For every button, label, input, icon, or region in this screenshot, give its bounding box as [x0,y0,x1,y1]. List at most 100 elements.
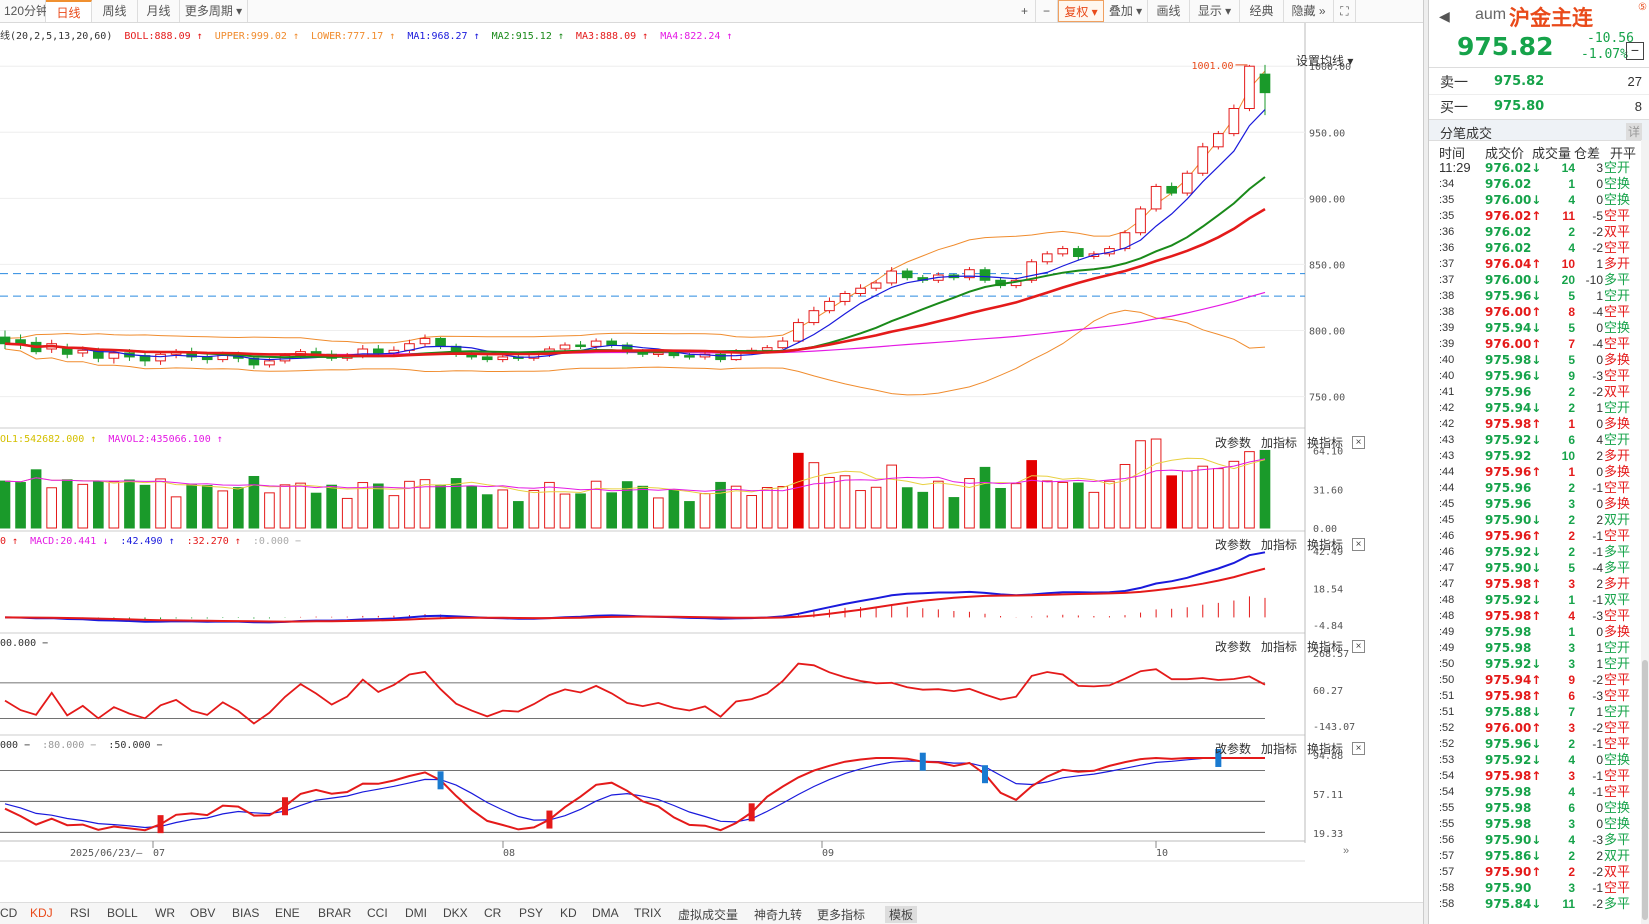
indicator-tab-5[interactable]: OBV [190,906,216,920]
volume-bar [761,487,773,529]
tick-price: 975.90↑ [1485,865,1542,879]
kline-chart[interactable]: 1000.00950.00900.00850.00800.00750.00100… [0,23,1423,903]
swap-indicator-button[interactable]: 换指标 [1306,538,1343,552]
tick-row: :52 975.96↓ 2 -1 空平 [1429,736,1649,752]
tick-volume: 2 [1568,545,1575,559]
zoom-out-button[interactable]: − [1036,0,1058,22]
tick-oi: 0 [1596,177,1603,191]
edit-params-button[interactable]: 改参数 [1214,640,1251,654]
edit-params-button[interactable]: 改参数 [1214,742,1251,756]
more-periods-dropdown[interactable]: 更多周期 ▾ [180,0,248,22]
collapse-icon[interactable]: − [1626,42,1644,60]
indicator-tab-19[interactable]: 更多指标 [817,908,866,922]
tick-time: :34 [1439,178,1455,190]
tick-price: 975.94↑ [1485,673,1542,687]
panel-splitter[interactable] [1423,0,1428,924]
indicator-tab-0[interactable]: CD [0,906,18,920]
tick-oi: 4 [1596,433,1603,447]
indicator-tab-20[interactable]: 模板 [885,906,918,923]
macd-dif-line [4,551,1266,624]
indicator-tab-2[interactable]: RSI [70,906,91,920]
close-panel-icon[interactable]: × [1352,436,1365,449]
indicator-tab-17[interactable]: 虚拟成交量 [678,908,739,922]
tick-oi: 0 [1596,625,1603,639]
set-ma-dropdown[interactable]: 设置均线 ▾ [1296,54,1354,68]
tick-oi: -1 [1592,529,1603,543]
indicator-tab-13[interactable]: PSY [519,906,544,920]
tick-type: 空平 [1604,208,1631,223]
back-arrow-icon[interactable]: ◀ [1439,8,1450,24]
indicator-tab-7[interactable]: ENE [275,906,300,920]
candle-body [901,270,913,279]
indicator-tab-14[interactable]: KD [560,906,577,920]
volume-bar [730,485,742,529]
close-panel-icon[interactable]: × [1352,538,1365,551]
swap-indicator-button[interactable]: 换指标 [1306,640,1343,654]
edit-params-button[interactable]: 改参数 [1214,436,1251,450]
volume-bar [1150,438,1162,529]
legend-item: OL1:542682.000 ↑ [0,434,97,445]
indicator-tab-4[interactable]: WR [155,906,175,920]
candle-body [264,360,275,366]
classic-button[interactable]: 经典 [1240,0,1284,22]
add-indicator-button[interactable]: 加指标 [1260,436,1297,450]
indicator-tab-6[interactable]: BIAS [232,906,260,920]
indicator-tab-3[interactable]: BOLL [107,906,138,920]
period-120min-button[interactable]: 120分钟 [0,0,48,22]
tick-type: 多换 [1604,416,1631,431]
tick-oi: 0 [1596,465,1603,479]
tick-type: 空平 [1604,736,1631,751]
kdj-d-line [4,757,1265,829]
high-price-label: 1001.00 [1191,61,1233,72]
indicator-tab-8[interactable]: BRAR [318,906,352,920]
chart-area[interactable]: 1000.00 950.00 900.00 850.00 800.00 750.00 100… [0,23,1423,903]
volume-bar [1244,451,1255,529]
close-panel-icon[interactable]: × [1352,742,1365,755]
indicator-tab-1[interactable]: KDJ [30,906,53,920]
tick-time: :54 [1439,770,1455,782]
volume-bar [450,478,462,529]
indicator-tab-18[interactable]: 神奇九转 [754,908,803,922]
tick-oi: 1 [1596,401,1603,415]
hide-button[interactable]: 隐藏 » [1284,0,1334,22]
tick-price: 975.98 [1485,641,1532,655]
indicator-tab-12[interactable]: CR [484,906,502,920]
volume-bar [808,462,820,529]
display-dropdown[interactable]: 显示 ▾ [1190,0,1240,22]
scrollbar-thumb[interactable] [1642,660,1648,920]
fullscreen-icon[interactable]: ⛶ [1334,0,1356,22]
volume-bar [170,496,182,529]
tick-row: :45 975.96 3 0 多换 [1429,496,1649,512]
edit-params-button[interactable]: 改参数 [1214,538,1251,552]
volume-bar [637,485,649,529]
indicator-tab-11[interactable]: DKX [443,906,468,920]
tick-row: :36 976.02 4 -2 空平 [1429,240,1649,256]
zoom-in-button[interactable]: + [1014,0,1036,22]
tick-oi: -3 [1592,369,1603,383]
tick-time: :47 [1439,578,1455,590]
indicator-tab-10[interactable]: DMI [405,906,427,920]
tick-time: :52 [1439,738,1455,750]
swap-indicator-button[interactable]: 换指标 [1306,436,1343,450]
candle-body [559,344,571,350]
volume-bar [1073,482,1084,529]
swap-indicator-button[interactable]: 换指标 [1306,742,1343,756]
period-daily-button[interactable]: 日线 [46,0,92,22]
tick-price: 975.98 [1485,625,1532,639]
indicator-tab-15[interactable]: DMA [592,906,619,920]
period-weekly-button[interactable]: 周线 [92,0,138,22]
add-indicator-button[interactable]: 加指标 [1260,538,1297,552]
scrollbar[interactable] [1641,140,1649,924]
tick-type: 空换 [1604,752,1631,767]
indicator-tab-9[interactable]: CCI [367,906,388,920]
draw-line-button[interactable]: 画线 [1148,0,1190,22]
adjust-dropdown[interactable]: 复权 ▾ [1058,0,1104,22]
indicator-tab-16[interactable]: TRIX [634,906,662,920]
tick-row: :37 976.00↓ 20 -10 多平 [1429,272,1649,288]
add-indicator-button[interactable]: 加指标 [1260,742,1297,756]
add-indicator-button[interactable]: 加指标 [1260,640,1297,654]
detail-button[interactable]: 详 [1625,123,1642,140]
overlay-dropdown[interactable]: 叠加 ▾ [1104,0,1148,22]
period-monthly-button[interactable]: 月线 [138,0,180,22]
close-panel-icon[interactable]: × [1352,640,1365,653]
